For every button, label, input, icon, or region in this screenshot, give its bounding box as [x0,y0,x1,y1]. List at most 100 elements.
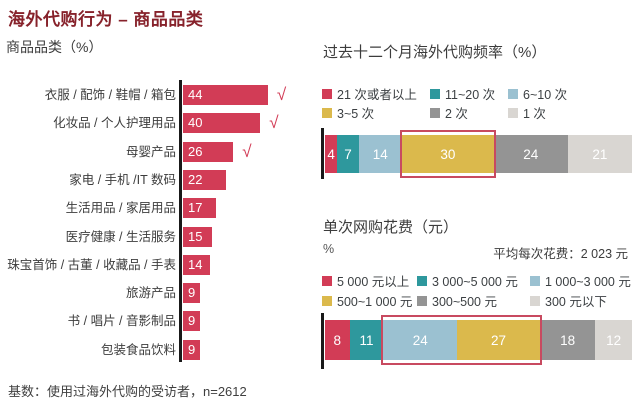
segment-value: 4 [327,146,335,162]
legend-swatch [417,276,427,286]
legend-swatch [430,108,440,118]
stack-segment: 11 [349,320,384,360]
category-label: 衣服 / 配饰 / 鞋帽 / 箱包 [44,88,176,102]
category-bar: 22 [183,170,226,190]
category-bar: 9 [183,283,201,303]
segment-value: 18 [560,332,576,348]
category-label: 家电 / 手机 /IT 数码 [69,173,176,187]
stack-segment: 30 [401,135,494,173]
legend-label: 5 000 元以上 [337,275,410,289]
legend-swatch [508,89,518,99]
spend-stacked-bar: 8 11 24 27 18 12 [325,320,633,360]
spend-unit-label: % [323,242,335,256]
check-icon: √ [242,142,252,161]
category-bar-value: 22 [188,172,203,187]
segment-value: 30 [440,146,456,162]
category-bar: 44 [183,85,268,105]
stack-segment: 21 [567,135,633,173]
frequency-axis-line [321,128,324,179]
category-label: 母婴产品 [125,145,176,159]
category-label: 书 / 唱片 / 音影制品 [67,314,176,328]
stack-segment: 4 [325,135,338,173]
check-icon: √ [269,113,279,132]
stack-segment: 12 [595,320,633,360]
legend-label: 300 元以下 [545,294,607,309]
legend-item: 300~500 元 [417,291,497,310]
segment-value: 21 [592,146,608,162]
segment-value: 8 [333,332,342,348]
legend-label: 21 次或者以上 [337,88,417,102]
legend-item: 6~10 次 [508,84,567,103]
stack-segment: 27 [457,320,540,360]
category-bar-value: 44 [188,87,203,102]
legend-label: 1 000~3 000 元 [545,275,631,289]
legend-label: 500~1 000 元 [337,294,413,309]
legend-item: 3~5 次 [322,103,374,122]
legend-swatch [322,276,332,286]
average-spend-note: 平均每次花费：2 023 元 [493,247,628,261]
base-note: 基数：使用过海外代购的受访者，n=2612 [8,384,247,399]
category-label: 化妆品 / 个人护理用品 [53,116,176,130]
legend-swatch [322,108,332,118]
segment-value: 14 [372,146,388,162]
category-label: 旅游产品 [125,286,176,300]
spend-axis-line [321,313,324,369]
legend-item: 11~20 次 [430,84,495,103]
legend-item: 3 000~5 000 元 [417,271,518,290]
legend-swatch [530,276,540,286]
legend-swatch [530,295,540,306]
legend-item: 1 次 [508,103,546,122]
category-label: 医疗健康 / 生活服务 [65,230,176,244]
category-bar-value: 9 [188,313,196,328]
legend-label: 1 次 [523,107,546,121]
legend-label: 3 000~5 000 元 [432,275,518,289]
category-bar-value: 17 [188,200,203,215]
category-bar: 26 [183,142,234,162]
category-bar: 14 [183,255,210,275]
category-bar-value: 15 [188,229,203,244]
legend-item: 5 000 元以上 [322,271,409,290]
legend-swatch [322,89,332,99]
frequency-stacked-bar: 4 7 14 30 24 21 [325,135,633,173]
category-bar: 40 [183,113,261,133]
frequency-highlight-box [399,130,496,178]
category-bar-value: 40 [188,115,203,130]
category-bar: 17 [183,198,216,218]
segment-value: 11 [359,332,374,348]
legend-item: 21 次或者以上 [322,84,417,103]
legend-swatch [430,89,440,99]
segment-value: 24 [412,332,428,348]
stack-segment: 14 [358,135,402,173]
legend-item: 500~1 000 元 [322,291,412,310]
category-chart-title: 商品品类（%） [6,39,103,55]
segment-value: 24 [523,146,539,162]
stack-segment: 8 [325,320,350,360]
category-bar: 9 [183,340,201,360]
category-bar: 15 [183,227,212,247]
legend-item: 2 次 [430,103,468,122]
stack-segment: 7 [337,135,359,173]
stack-segment: 24 [383,320,458,360]
spend-highlight-box [381,315,542,365]
legend-swatch [322,295,332,306]
legend-swatch [417,295,427,306]
page-title: 海外代购行为 – 商品品类 [8,10,204,29]
category-axis-line [179,80,182,362]
legend-label: 6~10 次 [523,88,568,102]
legend-label: 2 次 [445,107,468,121]
legend-swatch [508,108,518,118]
category-label: 生活用品 / 家居用品 [65,201,176,215]
segment-value: 27 [491,332,507,348]
legend-label: 3~5 次 [337,107,375,121]
legend-item: 300 元以下 [530,291,607,310]
stack-segment: 24 [493,135,568,173]
segment-value: 7 [344,146,352,162]
legend-label: 300~500 元 [432,294,497,309]
category-label: 珠宝首饰 / 古董 / 收藏品 / 手表 [7,258,176,272]
category-label: 包装食品饮料 [100,343,176,357]
category-bar-value: 9 [188,342,196,357]
legend-item: 1 000~3 000 元 [530,271,631,290]
category-bar-value: 14 [188,257,203,272]
category-bar-value: 26 [188,144,203,159]
